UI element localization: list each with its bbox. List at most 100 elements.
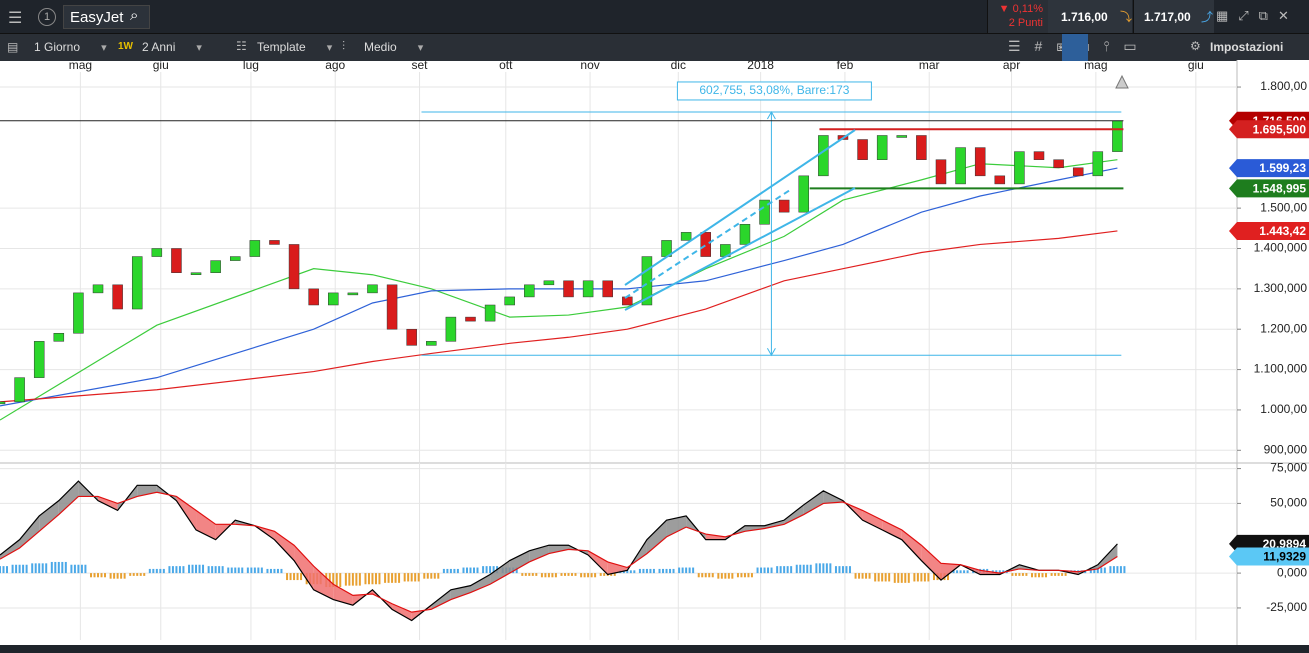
x-tick-label: set: [412, 60, 429, 72]
y-tick-label: 1.200,00: [1260, 321, 1307, 335]
search-text: EasyJet: [70, 9, 124, 26]
candle: [269, 240, 280, 245]
x-tick-label: lug: [243, 60, 259, 72]
macd-fill: [705, 534, 726, 540]
x-tick-label: nov: [580, 60, 599, 72]
y-tick-label: 1.500,00: [1260, 200, 1307, 214]
macd-fill: [470, 574, 491, 593]
candle: [229, 256, 241, 261]
candle: [974, 147, 986, 177]
change-points: 2 Punti: [1008, 17, 1043, 29]
candle: [190, 272, 202, 275]
macd-line: [0, 491, 1118, 613]
macd-line: [0, 480, 1118, 622]
x-tick-label: mar: [919, 60, 940, 72]
candle: [622, 296, 633, 306]
candle: [896, 135, 908, 138]
interval-badge[interactable]: 1W: [118, 41, 133, 52]
x-tick-label: giu: [153, 60, 169, 72]
candle: [406, 328, 417, 346]
search-icon: ⌕: [130, 7, 139, 24]
macd-fill: [509, 550, 530, 574]
candle: [876, 135, 888, 160]
macd-fill: [646, 520, 667, 554]
macd-fill: [666, 515, 687, 537]
candle: [857, 139, 868, 160]
candle: [582, 280, 594, 298]
macd-fill: [274, 531, 295, 561]
measure-label: 602,755, 53,08%, Barre:173: [699, 83, 849, 97]
style[interactable]: Medio: [364, 40, 423, 54]
y-tick-label: 1.400,000: [1254, 241, 1308, 255]
scroll-marker[interactable]: [1115, 74, 1129, 89]
list-icon[interactable]: ▤: [7, 40, 19, 54]
x-tick-label: dic: [671, 60, 686, 72]
macd-fill: [392, 603, 412, 621]
chart: mag giu lug ago set ott nov dic 2018 feb mar apr mag…: [0, 60, 1309, 645]
template[interactable]: Template: [257, 40, 332, 54]
y-tick-label: -25,000: [1266, 600, 1307, 614]
candle: [14, 377, 25, 403]
candle: [328, 292, 339, 306]
interval[interactable]: 1 Giorno: [34, 40, 107, 54]
channel-upper: [624, 129, 856, 286]
candle: [994, 175, 1006, 185]
ask-box[interactable]: 1.717,00 ⤴: [1133, 0, 1214, 33]
bid-box[interactable]: 1.716,00 ⤵: [1048, 0, 1132, 33]
price-tag: [1229, 221, 1309, 240]
measure-label-box: [676, 81, 872, 101]
candle: [308, 288, 319, 306]
window-icons[interactable]: ▦⤢⧉✕: [1216, 8, 1299, 23]
candle: [465, 316, 476, 322]
candle: [543, 280, 555, 286]
search-box[interactable]: EasyJet ⌕: [63, 5, 150, 29]
menu-button[interactable]: ☰: [8, 10, 23, 27]
price-tag: [1229, 547, 1309, 566]
macd-fill: [588, 550, 608, 575]
price-tag: [1229, 179, 1309, 198]
x-tick-label: mag: [69, 60, 92, 72]
candle: [916, 135, 927, 160]
candle: [288, 244, 300, 290]
x-tick-label: ott: [499, 60, 513, 72]
price-tag-label: 1.548,995: [1253, 182, 1307, 196]
settings[interactable]: Impostazioni: [1210, 40, 1284, 54]
candle: [1014, 151, 1025, 185]
macd-fill: [58, 481, 79, 515]
bid: 1.716,00: [1061, 10, 1108, 24]
macd-fill: [744, 525, 765, 532]
candle: [53, 332, 65, 342]
candle: [778, 199, 790, 213]
active-tool[interactable]: [1062, 34, 1088, 61]
macd-fill: [333, 584, 353, 606]
candle: [739, 224, 751, 245]
ask-arrow: ⤴: [1201, 10, 1214, 24]
price-tag: [1229, 120, 1309, 139]
candle: [524, 284, 535, 298]
top-bar: ☰ 1 EasyJet ⌕ ▼ 0,11% 2 Punti 1.716,00 ⤵…: [0, 0, 1309, 33]
channel-mid: [624, 189, 791, 299]
x-tick-label: ago: [325, 60, 345, 72]
y-tick-label: 50,000: [1270, 496, 1307, 510]
candle: [1072, 167, 1084, 177]
style-icon: ⫶: [342, 39, 346, 53]
candle: [151, 248, 163, 257]
ask: 1.717,00: [1144, 10, 1191, 24]
candle: [1053, 159, 1064, 169]
bid-arrow: ⤵: [1120, 10, 1133, 24]
macd-fill: [921, 545, 941, 581]
moving-average: [0, 230, 1118, 403]
candle: [171, 248, 182, 273]
macd-fill: [313, 566, 334, 600]
info-button[interactable]: 1: [38, 8, 56, 26]
macd-fill: [19, 515, 40, 549]
candle: [112, 284, 123, 310]
candle: [426, 341, 437, 346]
candle: [798, 175, 810, 213]
y-tick-label: 75,000: [1270, 461, 1307, 475]
candle: [249, 240, 261, 257]
candle: [818, 135, 829, 177]
macd-fill: [431, 589, 451, 610]
price-tag-label: 11,9329: [1263, 550, 1306, 564]
range[interactable]: 2 Anni: [142, 40, 202, 54]
